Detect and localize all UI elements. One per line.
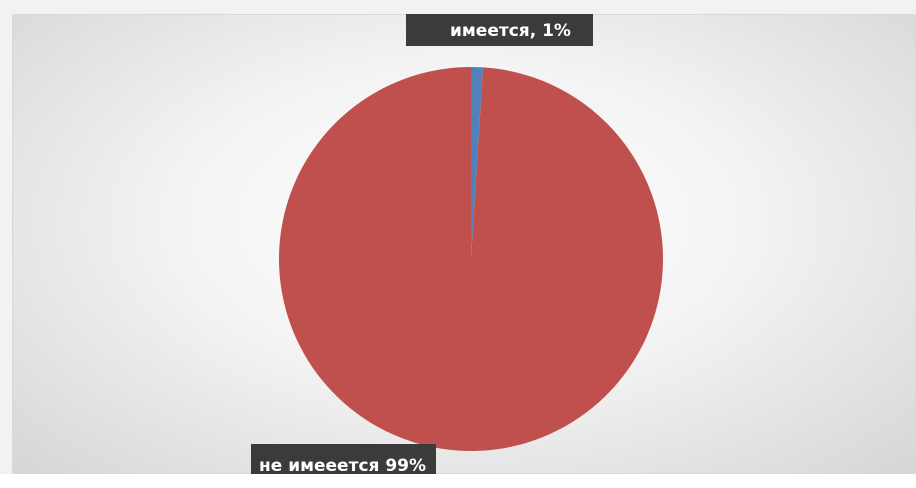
chart-frame: имеется, 1% не имееется 99% — [0, 0, 916, 476]
data-label-imeetsya: имеется, 1% — [406, 14, 593, 46]
data-label-ne-imeetsya: не имееется 99% — [251, 444, 437, 476]
pie-slice-ne-imeetsya — [279, 67, 664, 451]
pie-chart — [279, 67, 664, 451]
pie-slice-imeetsya — [471, 67, 484, 259]
